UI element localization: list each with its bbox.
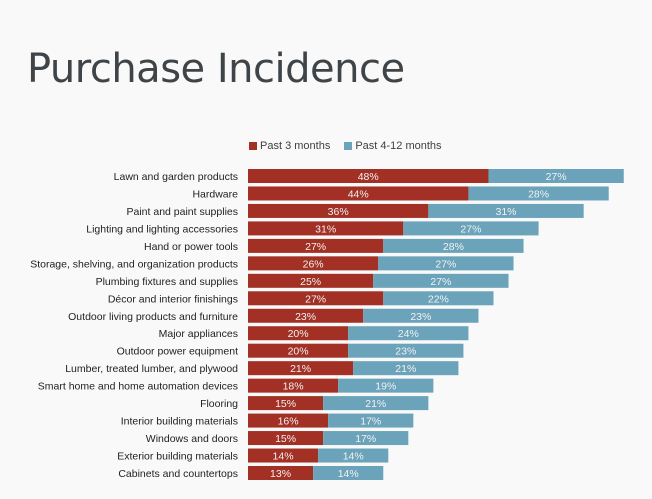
bar-segment: [373, 273, 509, 288]
bar-segment: [248, 431, 324, 446]
data-label: 14%: [338, 468, 359, 480]
legend-swatch: [249, 142, 257, 150]
data-label: 21%: [365, 398, 386, 410]
data-label: 17%: [360, 416, 381, 428]
data-label: 19%: [375, 381, 396, 393]
category-label: Lawn and garden products: [114, 171, 238, 183]
data-label: 20%: [288, 346, 309, 358]
bar-segment: [323, 431, 409, 446]
bar-segment: [248, 465, 314, 480]
data-label: 14%: [273, 451, 294, 463]
category-label: Plumbing fixtures and supplies: [96, 276, 238, 288]
data-label: 26%: [303, 258, 324, 270]
bar-segment: [248, 308, 364, 323]
data-label: 17%: [355, 433, 376, 445]
data-label: 27%: [305, 241, 326, 253]
bar-segment: [248, 203, 429, 218]
category-label: Décor and interior finishings: [108, 293, 238, 305]
category-label: Outdoor power equipment: [117, 346, 238, 358]
data-label: 28%: [528, 188, 549, 200]
data-label: 21%: [290, 363, 311, 375]
bar-segment: [248, 378, 339, 393]
chart-legend: Past 3 months Past 4-12 months: [249, 140, 442, 152]
bar-segment: [488, 169, 624, 183]
data-label: 27%: [430, 276, 451, 288]
bar-segment: [248, 361, 354, 376]
bar-segment: [248, 291, 384, 306]
bar-segment: [248, 326, 349, 341]
data-label: 16%: [278, 416, 299, 428]
data-label: 23%: [395, 346, 416, 358]
data-label: 48%: [358, 171, 379, 183]
category-label: Storage, shelving, and organization prod…: [30, 258, 238, 270]
category-label: Hardware: [192, 188, 238, 200]
data-label: 28%: [443, 241, 464, 253]
legend-item-past-3-months: Past 3 months: [249, 140, 330, 152]
bar-segment: [248, 396, 324, 411]
bar-segment: [248, 169, 489, 183]
data-label: 31%: [496, 206, 517, 218]
bar-segment: [428, 203, 584, 218]
legend-swatch: [344, 142, 353, 150]
category-label: Lighting and lighting accessories: [86, 223, 238, 235]
data-label: 15%: [275, 398, 296, 410]
data-label: 14%: [343, 451, 364, 463]
data-label: 27%: [305, 293, 326, 305]
data-label: 23%: [295, 311, 316, 323]
legend-item-past-4-12-months: Past 4-12 months: [344, 140, 442, 152]
bar-segment: [318, 448, 389, 463]
data-label: 15%: [275, 433, 296, 445]
data-label: 13%: [270, 468, 291, 480]
category-label: Paint and paint supplies: [127, 206, 239, 218]
category-label: Interior building materials: [121, 416, 238, 428]
data-label: 27%: [546, 171, 567, 183]
data-label: 27%: [435, 258, 456, 270]
bar-segment: [328, 413, 414, 428]
page-title: Purchase Incidence: [27, 46, 405, 92]
legend-label: Past 3 months: [260, 140, 331, 152]
data-label: 36%: [328, 206, 349, 218]
category-label: Smart home and home automation devices: [38, 381, 238, 393]
category-label: Outdoor living products and furniture: [68, 311, 238, 323]
legend-label: Past 4-12 months: [355, 140, 442, 152]
bar-segment: [383, 291, 494, 306]
category-label: Major appliances: [159, 328, 238, 340]
bar-segment: [248, 221, 404, 236]
bar-segment: [248, 413, 329, 428]
bar-segment: [313, 465, 384, 480]
category-label: Flooring: [200, 398, 238, 410]
bar-segment: [248, 186, 469, 201]
category-label: Lumber, treated lumber, and plywood: [65, 363, 238, 375]
bar-segment: [323, 396, 429, 411]
bar-segment: [338, 378, 434, 393]
bar-segment: [348, 326, 469, 341]
category-label: Windows and doors: [146, 433, 238, 445]
data-label: 21%: [395, 363, 416, 375]
bar-segment: [248, 256, 379, 271]
bar-segment: [383, 238, 524, 253]
bar-segment: [248, 238, 384, 253]
data-label: 23%: [410, 311, 431, 323]
data-label: 22%: [428, 293, 449, 305]
bar-segment: [378, 256, 514, 271]
data-label: 25%: [300, 276, 321, 288]
data-label: 20%: [288, 328, 309, 340]
bar-segment: [348, 343, 464, 358]
category-label: Cabinets and countertops: [118, 468, 238, 480]
data-label: 24%: [398, 328, 419, 340]
bar-segment: [353, 361, 459, 376]
bar-segment: [248, 343, 349, 358]
data-label: 27%: [460, 223, 481, 235]
bar-segment: [403, 221, 539, 236]
category-label: Hand or power tools: [144, 241, 238, 253]
bar-segment: [363, 308, 479, 323]
data-label: 44%: [348, 188, 369, 200]
bar-segment: [468, 186, 609, 201]
bar-segment: [248, 448, 319, 463]
category-label: Exterior building materials: [117, 451, 238, 463]
data-label: 31%: [315, 223, 336, 235]
bar-segment: [248, 273, 374, 288]
data-label: 18%: [283, 381, 304, 393]
